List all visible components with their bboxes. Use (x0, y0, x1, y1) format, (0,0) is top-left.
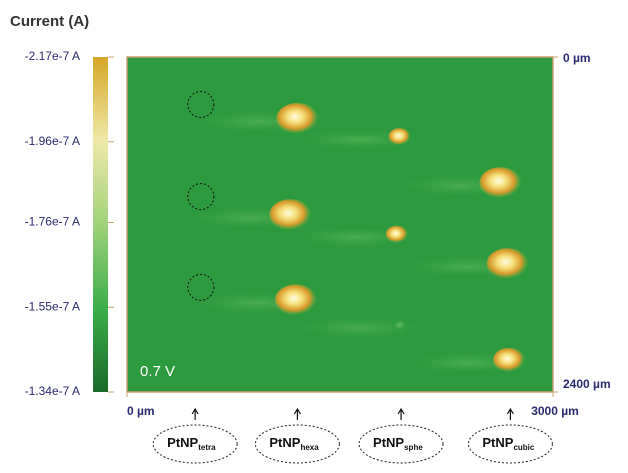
page: {"chart_data": { "type": "heatmap", "tit… (0, 0, 628, 468)
site-name: PtNP (167, 435, 198, 450)
chart: Current (A) -2.17e-7 A -1.96e-7 A -1.76e-7… (0, 0, 628, 468)
spot (394, 320, 406, 330)
chart-title: Current (A) (10, 13, 89, 30)
colorbar-tick-label: -1.34e-7 A (25, 384, 80, 398)
colorbar-tick-label: -1.96e-7 A (25, 134, 80, 148)
site-subscript: sphe (404, 443, 423, 452)
arrow (192, 409, 198, 420)
site-name: PtNP (373, 435, 404, 450)
spot (493, 348, 525, 372)
spot (269, 199, 311, 230)
arrow (294, 409, 300, 420)
colorbar-tick-label: -1.55e-7 A (25, 299, 80, 313)
arrow (398, 409, 404, 420)
site-subscript: hexa (300, 443, 319, 452)
arrow (507, 409, 513, 420)
plot-background (127, 57, 553, 392)
x-tick-label: 3000 µm (531, 404, 579, 418)
spot (276, 103, 318, 134)
site-subscript: tetra (198, 443, 216, 452)
spot (487, 248, 529, 279)
site-subscript: cubic (513, 443, 534, 452)
site-name: PtNP (482, 435, 513, 450)
spot (389, 128, 411, 145)
x-tick-label: 0 µm (127, 404, 155, 418)
spot (479, 167, 521, 198)
colorbar (93, 57, 108, 392)
y-tick-label: 2400 µm (563, 377, 611, 391)
spot (275, 284, 317, 315)
colorbar-tick-label: -2.17e-7 A (25, 49, 80, 63)
annotation: 0.7 V (140, 363, 175, 380)
spot (386, 226, 408, 243)
site-name: PtNP (269, 435, 300, 450)
colorbar-tick-label: -1.76e-7 A (25, 215, 80, 229)
y-tick-label: 0 µm (563, 51, 591, 65)
